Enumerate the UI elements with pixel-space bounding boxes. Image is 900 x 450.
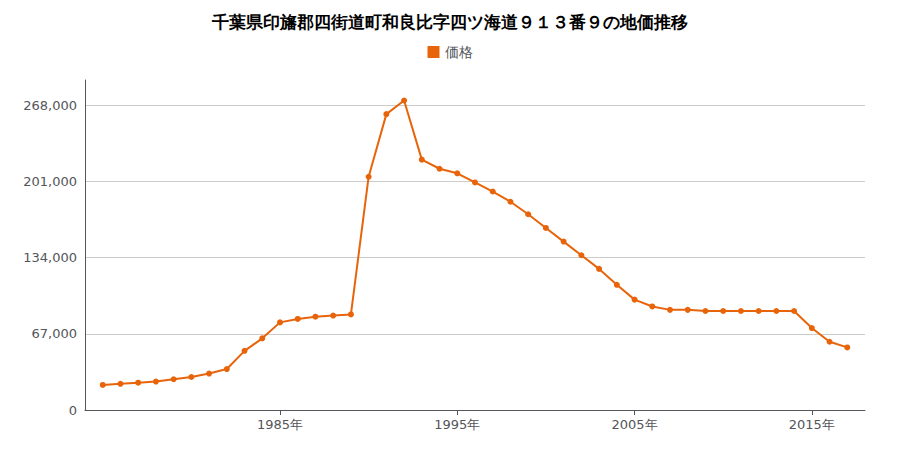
svg-text:2005年: 2005年 — [611, 417, 657, 432]
svg-text:268,000: 268,000 — [23, 98, 77, 113]
svg-text:201,000: 201,000 — [23, 174, 77, 189]
svg-text:1995年: 1995年 — [434, 417, 480, 432]
svg-text:価格: 価格 — [445, 44, 473, 60]
svg-text:千葉県印旛郡四街道町和良比字四ツ海道９１３番９の地価推移: 千葉県印旛郡四街道町和良比字四ツ海道９１３番９の地価推移 — [211, 12, 688, 32]
svg-text:0: 0 — [69, 403, 77, 418]
svg-text:67,000: 67,000 — [32, 326, 78, 341]
svg-text:1985年: 1985年 — [257, 417, 303, 432]
svg-text:2015年: 2015年 — [789, 417, 835, 432]
svg-text:134,000: 134,000 — [23, 250, 77, 265]
